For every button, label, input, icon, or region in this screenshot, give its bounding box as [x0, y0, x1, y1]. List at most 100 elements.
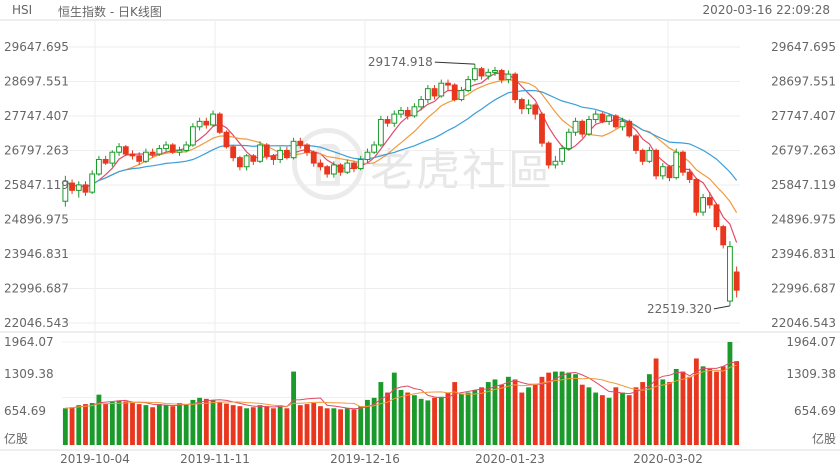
price-tick-label-left: 26797.263 — [4, 144, 69, 158]
candle-body — [189, 126, 196, 146]
candle-body — [458, 89, 465, 101]
volume-bar — [391, 372, 397, 445]
candle-body — [424, 88, 431, 101]
candle-body — [75, 184, 82, 191]
volume-bar — [573, 374, 578, 445]
date-tick-label: 2020-03-02 — [633, 452, 703, 466]
volume-tick-label-right: 1964.07 — [786, 335, 836, 349]
candle-body — [411, 106, 418, 117]
volume-bar — [257, 405, 263, 445]
candle-body — [116, 146, 122, 153]
volume-bar — [599, 395, 605, 445]
candle-body — [404, 109, 411, 117]
volume-bar — [62, 408, 68, 445]
volume-bar — [552, 371, 558, 445]
volume-bar — [680, 371, 686, 445]
volume-bar — [714, 371, 719, 445]
candle-body — [646, 149, 653, 162]
candle-body — [102, 158, 109, 164]
volume-bars — [62, 342, 740, 445]
volume-bar — [230, 405, 236, 445]
candle-body — [149, 151, 156, 155]
candle-body — [565, 131, 572, 150]
volume-bar — [438, 396, 444, 445]
low-value-label: 22519.320 — [647, 302, 712, 316]
candle-body — [438, 82, 445, 97]
volume-bar — [358, 406, 364, 445]
candle-body — [351, 162, 357, 170]
candle-body — [659, 166, 666, 177]
volume-bar — [324, 408, 330, 445]
volume-bar — [365, 399, 370, 445]
price-tick-label-left: 23946.831 — [4, 247, 69, 261]
volume-bar — [479, 387, 484, 445]
candle-body — [317, 162, 324, 168]
volume-bar — [210, 399, 216, 445]
volume-bar — [505, 376, 511, 445]
grid — [0, 19, 840, 451]
volume-bar — [237, 406, 243, 445]
volume-bar — [271, 408, 276, 445]
volume-bar — [425, 400, 431, 445]
volume-bar — [264, 406, 270, 445]
candle-body — [156, 148, 163, 155]
volume-bar — [546, 372, 552, 445]
candle-body — [727, 246, 733, 302]
candle-body — [539, 113, 545, 144]
candle-body — [706, 197, 713, 206]
candle-body — [243, 155, 250, 168]
volume-bar — [136, 404, 142, 445]
volume-bar — [667, 382, 672, 445]
volume-bar — [224, 403, 229, 445]
candle-body — [337, 164, 344, 173]
volume-bar — [190, 399, 196, 445]
candle-body — [357, 158, 364, 170]
candle-body — [505, 73, 512, 81]
price-tick-label-right: 25847.119 — [771, 178, 836, 192]
candle-body — [297, 140, 304, 146]
price-tick-label-right: 27747.407 — [771, 109, 836, 123]
volume-bar — [472, 389, 478, 445]
candle-body — [310, 151, 317, 164]
candle-body — [418, 99, 425, 108]
candle-body — [626, 120, 633, 137]
volume-bar — [579, 384, 585, 445]
candle-body — [82, 184, 89, 193]
ma5-line — [65, 72, 738, 243]
candle-body — [230, 146, 237, 159]
candle-body — [599, 113, 606, 122]
volume-bar — [398, 389, 404, 445]
volume-bar — [640, 382, 646, 445]
volume-bar — [170, 406, 176, 445]
candle-body — [290, 140, 297, 159]
price-tick-label-left: 27747.407 — [4, 109, 69, 123]
candle-body — [700, 197, 706, 213]
volume-bar — [499, 384, 505, 445]
volume-bar — [103, 403, 109, 445]
volume-bar — [566, 372, 572, 445]
price-tick-label-left: 25847.119 — [4, 178, 69, 192]
candle-body — [485, 71, 492, 77]
candle-body — [492, 70, 498, 73]
price-tick-label-right: 29647.695 — [771, 40, 836, 54]
volume-bar — [653, 358, 659, 445]
volume-bar — [109, 401, 115, 445]
candle-body — [579, 120, 586, 135]
candle-body — [572, 120, 579, 133]
annotations: 29174.918 22519.320 — [368, 55, 731, 316]
candle-body — [196, 120, 203, 128]
volume-bar — [693, 358, 699, 445]
candle-body — [250, 155, 257, 162]
candle-body — [324, 166, 331, 175]
candle-body — [478, 68, 485, 77]
volume-tick-label-left: 1309.38 — [4, 367, 54, 381]
candle-body — [498, 70, 505, 81]
candle-body — [183, 144, 190, 151]
volume-bar — [445, 392, 451, 445]
volume-bar — [277, 405, 283, 445]
candle-body — [236, 157, 243, 168]
candle-body — [559, 148, 566, 162]
volume-bar — [150, 407, 156, 445]
candle-body — [606, 115, 613, 122]
candle-body — [471, 68, 478, 81]
